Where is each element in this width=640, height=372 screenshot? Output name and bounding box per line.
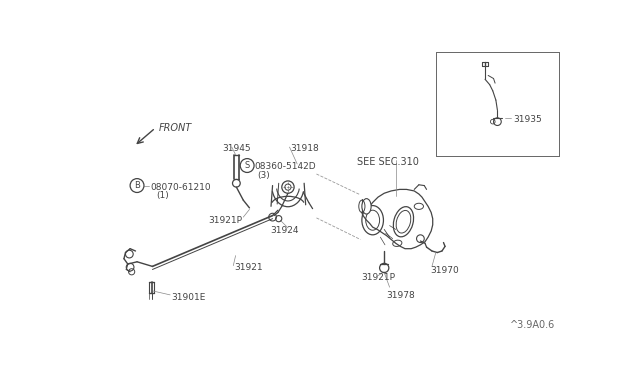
Text: (3): (3)	[257, 171, 270, 180]
Text: 31921P: 31921P	[361, 273, 395, 282]
Text: 08070-61210: 08070-61210	[150, 183, 211, 192]
Text: S: S	[244, 161, 250, 170]
Text: B: B	[134, 181, 140, 190]
Text: 31935: 31935	[513, 115, 541, 125]
Text: SEE SEC.310: SEE SEC.310	[357, 157, 419, 167]
Text: 31901E: 31901E	[171, 293, 205, 302]
Text: 08360-5142D: 08360-5142D	[255, 163, 316, 171]
Text: 31918: 31918	[291, 144, 319, 153]
Ellipse shape	[362, 199, 371, 214]
Text: 31945: 31945	[223, 144, 251, 153]
Text: 31921: 31921	[234, 263, 262, 272]
Text: 31970: 31970	[431, 266, 459, 275]
Text: 31978: 31978	[387, 291, 415, 300]
Text: (1): (1)	[156, 191, 169, 200]
Text: ^3.9A0.6: ^3.9A0.6	[509, 320, 555, 330]
Text: FRONT: FRONT	[159, 123, 192, 133]
Text: 31921P: 31921P	[209, 216, 243, 225]
Text: 31924: 31924	[270, 226, 299, 235]
